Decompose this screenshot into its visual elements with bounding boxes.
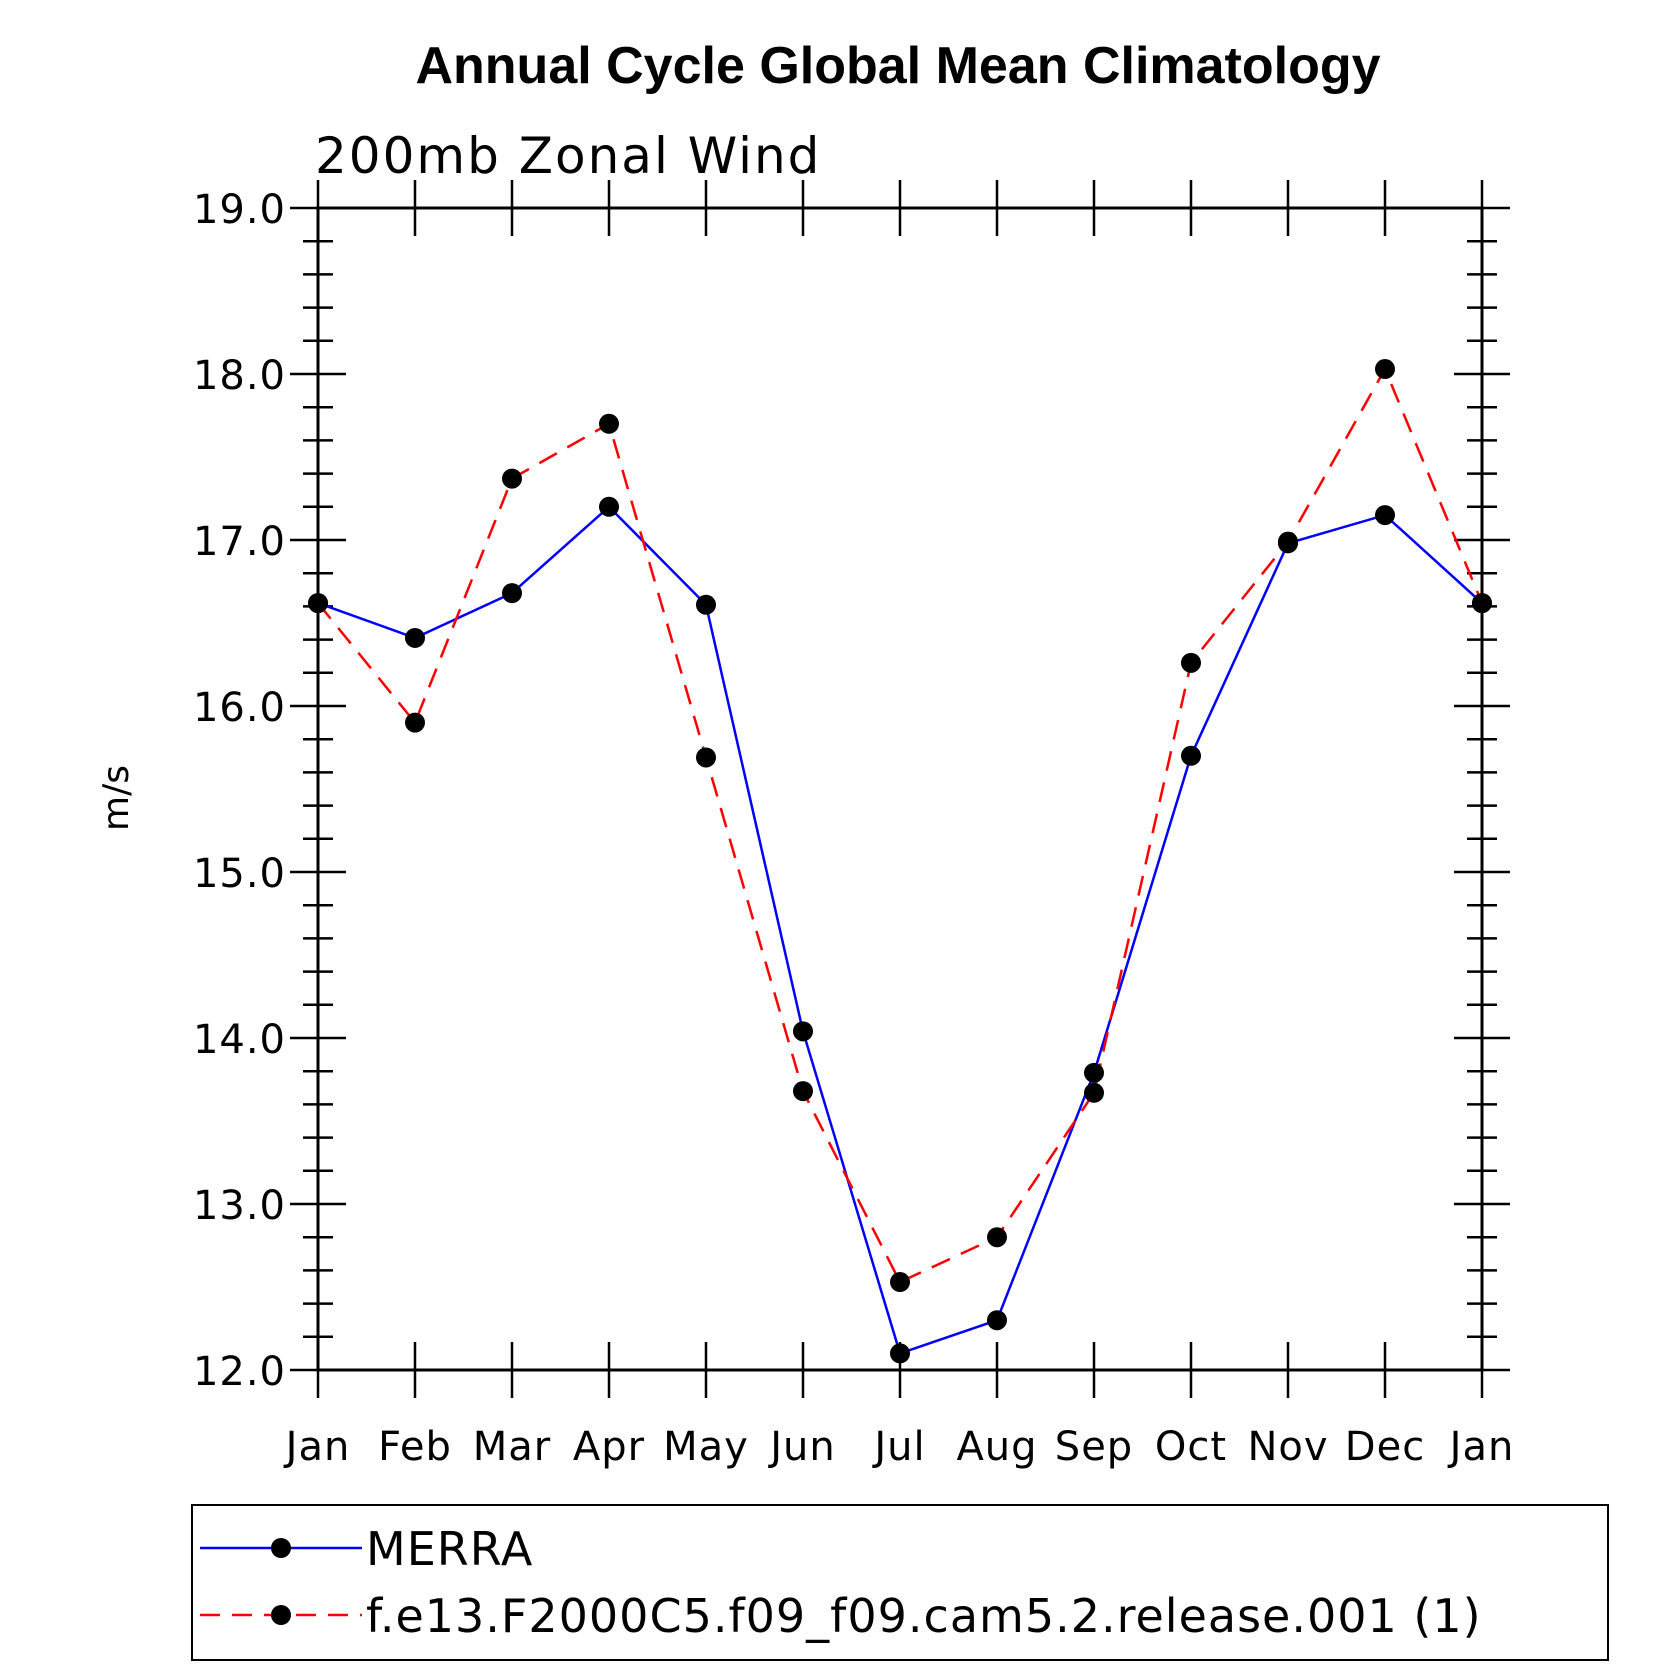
y-tick-labels: 12.0 13.0 14.0 15.0 16.0 17.0 18.0 19.0	[193, 187, 286, 1395]
x-tick-label: Mar	[473, 1424, 551, 1470]
data-point-series-1	[1181, 652, 1201, 673]
y-tick-label: 14.0	[193, 1017, 286, 1063]
data-point-series-0	[890, 1343, 910, 1364]
chart-subtitle: 200mb Zonal Wind	[315, 127, 821, 185]
data-point-series-1	[1375, 359, 1395, 380]
data-point-series-1	[1278, 531, 1298, 552]
data-point-series-0	[1375, 505, 1395, 526]
x-tick-label: Sep	[1055, 1424, 1133, 1470]
x-tick-label: Jan	[1447, 1424, 1515, 1470]
legend-marker-1	[271, 1605, 291, 1625]
legend: MERRA f.e13.F2000C5.f09_f09.cam5.2.releas…	[200, 1522, 1482, 1643]
x-tick-label: Jan	[283, 1424, 351, 1470]
y-tick-label: 15.0	[193, 851, 286, 897]
x-tick-label: Jun	[767, 1424, 836, 1470]
x-tick-label: Oct	[1155, 1424, 1227, 1470]
x-tick-label: Nov	[1247, 1424, 1328, 1470]
x-tick-label: Jul	[871, 1424, 925, 1470]
data-point-series-0	[599, 496, 619, 517]
data-point-series-1	[987, 1227, 1007, 1248]
legend-label-0: MERRA	[366, 1522, 533, 1576]
legend-box	[191, 1504, 1609, 1661]
data-point-series-0	[793, 1021, 813, 1042]
data-point-series-0	[987, 1310, 1007, 1331]
legend-marker-0	[271, 1538, 291, 1558]
series-line-1	[317, 366, 1484, 1284]
x-tick-label: Aug	[956, 1424, 1037, 1470]
data-point-series-0	[502, 583, 522, 604]
y-tick-label: 16.0	[193, 685, 286, 731]
data-point-series-1	[1084, 1082, 1104, 1103]
y-axis-label: m/s	[96, 765, 137, 831]
data-point-series-1	[1472, 593, 1492, 614]
x-tick-labels: Jan Feb Mar Apr May Jun Jul Aug Sep Oct Nov Dec Jan	[283, 1424, 1515, 1470]
x-tick-label: Feb	[378, 1424, 452, 1470]
y-tick-label: 18.0	[193, 353, 286, 399]
data-point-series-1	[308, 593, 328, 614]
x-tick-label: Dec	[1345, 1424, 1425, 1470]
y-tick-label: 12.0	[193, 1349, 286, 1395]
data-point-series-1	[793, 1081, 813, 1102]
data-point-series-1	[599, 413, 619, 434]
data-point-series-0	[405, 627, 425, 648]
data-point-series-0	[1181, 745, 1201, 766]
axis-ticks	[290, 180, 1510, 1398]
data-point-series-1	[502, 468, 522, 489]
series-line-0	[317, 505, 1483, 1356]
series-group	[308, 359, 1492, 1364]
x-tick-label: May	[663, 1424, 749, 1470]
data-point-series-0	[1084, 1062, 1104, 1083]
data-point-series-0	[696, 594, 716, 615]
plot-frame	[316, 206, 1484, 1372]
chart-title: Annual Cycle Global Mean Climatology	[415, 37, 1380, 95]
data-point-series-1	[696, 747, 716, 768]
legend-label-1: f.e13.F2000C5.f09_f09.cam5.2.release.001…	[366, 1589, 1482, 1643]
y-tick-label: 17.0	[193, 519, 286, 565]
data-point-series-1	[890, 1272, 910, 1293]
x-tick-label: Apr	[573, 1424, 645, 1470]
y-tick-label: 13.0	[193, 1183, 286, 1229]
y-tick-label: 19.0	[193, 187, 286, 233]
data-point-series-1	[405, 712, 425, 733]
